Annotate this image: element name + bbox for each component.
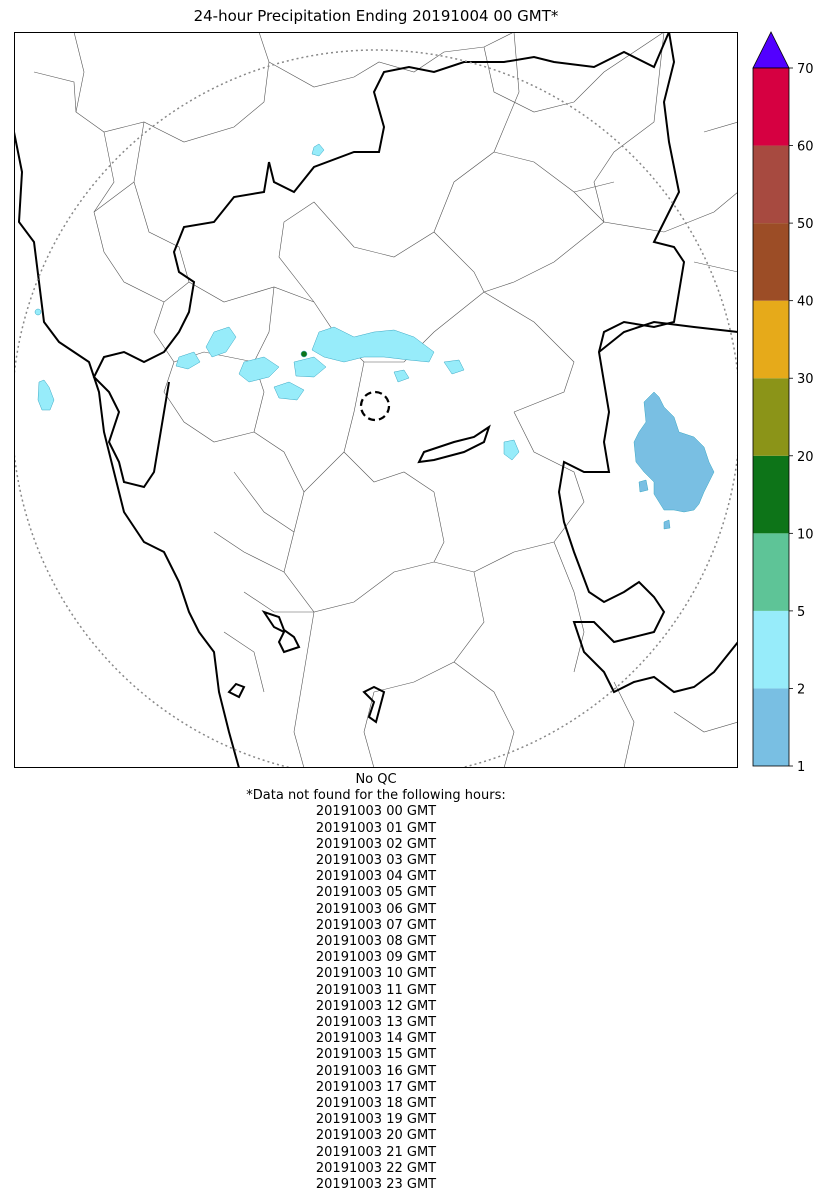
missing-hour-item: 20191003 11 GMT: [315, 982, 437, 998]
colorbar-segment: [753, 610, 789, 689]
missing-hour-item: 20191003 18 GMT: [315, 1096, 437, 1112]
colorbar-tick-label: 50: [797, 217, 814, 232]
precip-area-north: [311, 143, 325, 157]
colorbar-tick-label: 70: [797, 62, 814, 77]
missing-hour-item: 20191003 13 GMT: [315, 1015, 437, 1031]
colorbar-segment: [753, 223, 789, 301]
colorbar-tick-label: 10: [797, 527, 814, 542]
missing-hour-item: 20191003 15 GMT: [315, 1047, 437, 1063]
qc-note: No QC: [355, 772, 397, 787]
colorbar: 1 2 5 10 20 30 40 50 60 70: [752, 31, 814, 773]
colorbar-segment: [753, 688, 789, 766]
missing-hour-item: 20191003 20 GMT: [315, 1128, 437, 1144]
missing-hour-item: 20191003 09 GMT: [315, 950, 437, 966]
precipitation-areas: [34, 143, 715, 530]
precip-area-east-spot: [638, 479, 649, 493]
missing-hour-item: 20191003 16 GMT: [315, 1063, 437, 1079]
state-boundaries: [14, 32, 738, 768]
precip-area-west: [37, 379, 55, 411]
missing-hour-item: 20191003 19 GMT: [315, 1112, 437, 1128]
missing-hour-item: 20191003 10 GMT: [315, 966, 437, 982]
precip-area-central: [175, 351, 201, 370]
colorbar-segment: [753, 300, 789, 379]
colorbar-segments: [752, 31, 790, 767]
colorbar-tick-label: 5: [797, 605, 805, 620]
missing-hour-item: 20191003 03 GMT: [315, 853, 437, 869]
precipitation-map: [14, 32, 738, 768]
precip-area-central: [443, 359, 465, 375]
missing-hour-item: 20191003 22 GMT: [315, 1160, 437, 1176]
notes-block: No QC *Data not found for the following …: [14, 772, 738, 1193]
precip-area-central: [238, 356, 280, 383]
colorbar-segment: [753, 378, 789, 456]
missing-hour-item: 20191003 06 GMT: [315, 901, 437, 917]
missing-hour-item: 20191003 21 GMT: [315, 1144, 437, 1160]
missing-hour-item: 20191003 23 GMT: [315, 1177, 437, 1193]
missing-hours-list: 20191003 00 GMT 20191003 01 GMT 20191003 0…: [14, 804, 738, 1193]
missing-hour-item: 20191003 17 GMT: [315, 1079, 437, 1095]
missing-hour-item: 20191003 04 GMT: [315, 869, 437, 885]
precip-area-central: [311, 326, 435, 363]
colorbar-frame: [752, 67, 790, 767]
colorbar-tick-label: 30: [797, 372, 814, 387]
precip-area-east: [633, 391, 715, 513]
precip-area-east-spot: [663, 519, 671, 530]
colorbar-tick-label: 60: [797, 140, 814, 155]
precip-cell-small: [34, 308, 42, 316]
colorbar-tick-label: 1: [797, 760, 805, 773]
missing-data-header: *Data not found for the following hours:: [246, 788, 506, 804]
precip-area-central: [293, 356, 327, 378]
radar-site-marker: [359, 390, 391, 422]
map-title: 24-hour Precipitation Ending 20191004 00…: [193, 7, 559, 25]
precip-area-central: [205, 326, 237, 358]
colorbar-segment: [753, 533, 789, 611]
missing-hour-item: 20191003 01 GMT: [315, 820, 437, 836]
colorbar-extend-triangle: [752, 31, 790, 69]
missing-hour-item: 20191003 00 GMT: [315, 804, 437, 820]
colorbar-ticks: 1 2 5 10 20 30 40 50 60 70: [789, 62, 814, 773]
precip-area-central: [393, 369, 410, 383]
precip-area-central: [273, 381, 305, 401]
map-frame: [14, 32, 738, 768]
missing-hour-item: 20191003 05 GMT: [315, 885, 437, 901]
colorbar-segment: [753, 145, 789, 224]
missing-hour-item: 20191003 08 GMT: [315, 934, 437, 950]
precip-cell-heavy: [300, 350, 308, 358]
colorbar-segment: [753, 68, 789, 146]
colorbar-tick-label: 2: [797, 682, 805, 697]
colorbar-tick-label: 20: [797, 450, 814, 465]
colorbar-segment: [753, 455, 789, 534]
missing-hour-item: 20191003 14 GMT: [315, 1031, 437, 1047]
missing-hour-item: 20191003 12 GMT: [315, 998, 437, 1014]
colorbar-tick-label: 40: [797, 295, 814, 310]
missing-hour-item: 20191003 07 GMT: [315, 917, 437, 933]
missing-hour-item: 20191003 02 GMT: [315, 836, 437, 852]
map-background: [14, 32, 738, 768]
district-boundaries: [33, 32, 738, 768]
precip-area-south-central: [503, 439, 520, 461]
